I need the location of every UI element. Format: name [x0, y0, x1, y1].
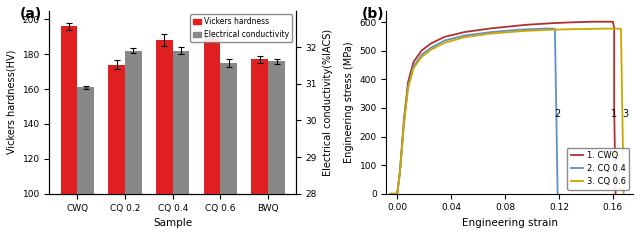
2. CQ 0.4: [427, 46, 435, 49]
Text: 3: 3: [622, 109, 628, 119]
1. CWQ: [611, 26, 618, 29]
Line: 1. CWQ: 1. CWQ: [390, 22, 616, 194]
1. CWQ: [609, 20, 617, 23]
X-axis label: Engineering strain: Engineering strain: [462, 218, 558, 228]
3. CQ 0.6: [418, 55, 426, 58]
3. CQ 0.6: [612, 27, 620, 30]
2. CQ 0.4: [548, 27, 556, 30]
2. CQ 0.4: [387, 192, 394, 195]
Text: 2: 2: [554, 109, 561, 119]
3. CQ 0.6: [522, 29, 529, 32]
3. CQ 0.6: [548, 28, 556, 31]
Text: 1: 1: [611, 109, 617, 119]
Line: 3. CQ 0.6: 3. CQ 0.6: [390, 29, 623, 194]
2. CQ 0.4: [541, 27, 549, 30]
3. CQ 0.6: [394, 192, 401, 195]
3. CQ 0.6: [589, 27, 596, 30]
2. CQ 0.4: [396, 171, 404, 174]
2. CQ 0.4: [488, 31, 495, 33]
3. CQ 0.6: [568, 28, 576, 31]
Bar: [125, 51, 142, 235]
1. CWQ: [589, 20, 596, 23]
2. CQ 0.4: [404, 85, 412, 88]
Text: (b): (b): [362, 7, 385, 21]
1. CWQ: [404, 81, 412, 83]
2. CQ 0.4: [552, 106, 560, 109]
2. CQ 0.4: [394, 192, 401, 195]
Y-axis label: Vickers hardness(HV): Vickers hardness(HV): [7, 50, 17, 154]
Legend: 1. CWQ, 2. CQ 0.4, 3. CQ 0.6: 1. CWQ, 2. CQ 0.4, 3. CQ 0.6: [568, 148, 629, 190]
Bar: [61, 26, 77, 235]
2. CQ 0.4: [400, 121, 408, 124]
Bar: [108, 65, 125, 235]
X-axis label: Sample: Sample: [153, 218, 193, 228]
1. CWQ: [410, 61, 417, 63]
2. CQ 0.4: [551, 27, 559, 30]
3. CQ 0.6: [410, 67, 417, 70]
3. CQ 0.6: [488, 32, 495, 35]
Text: (a): (a): [20, 7, 42, 21]
2. CQ 0.4: [554, 192, 561, 195]
Bar: [252, 59, 268, 235]
1. CWQ: [611, 106, 618, 109]
Bar: [173, 51, 189, 235]
Bar: [220, 63, 237, 235]
1. CWQ: [387, 192, 394, 195]
1. CWQ: [612, 192, 620, 195]
1. CWQ: [418, 49, 426, 52]
1. CWQ: [522, 24, 529, 26]
1. CWQ: [427, 42, 435, 45]
3. CQ 0.6: [602, 27, 610, 30]
1. CWQ: [394, 192, 401, 195]
Y-axis label: Electrical conductivity(%IACS): Electrical conductivity(%IACS): [323, 29, 333, 176]
Bar: [268, 61, 285, 235]
3. CQ 0.6: [387, 192, 394, 195]
2. CQ 0.4: [461, 34, 468, 37]
1. CWQ: [488, 27, 495, 30]
1. CWQ: [602, 20, 610, 23]
3. CQ 0.6: [461, 36, 468, 39]
1. CWQ: [396, 169, 404, 172]
2. CQ 0.4: [440, 39, 448, 42]
1. CWQ: [568, 21, 576, 24]
1. CWQ: [440, 35, 448, 38]
3. CQ 0.6: [440, 42, 448, 44]
Bar: [204, 37, 220, 235]
3. CQ 0.6: [427, 48, 435, 51]
3. CQ 0.6: [620, 192, 627, 195]
3. CQ 0.6: [400, 122, 408, 125]
Bar: [77, 87, 94, 235]
2. CQ 0.4: [515, 28, 522, 31]
1. CWQ: [548, 22, 556, 25]
3. CQ 0.6: [404, 87, 412, 90]
1. CWQ: [400, 118, 408, 121]
3. CQ 0.6: [618, 106, 626, 109]
Y-axis label: Engineering stress (MPa): Engineering stress (MPa): [344, 41, 354, 163]
2. CQ 0.4: [410, 65, 417, 68]
2. CQ 0.4: [535, 27, 543, 30]
1. CWQ: [461, 31, 468, 33]
Bar: [156, 40, 173, 235]
3. CQ 0.6: [617, 27, 625, 30]
3. CQ 0.6: [396, 172, 404, 174]
2. CQ 0.4: [418, 54, 426, 56]
Legend: Vickers hardness, Electrical conductivity: Vickers hardness, Electrical conductivit…: [190, 14, 292, 42]
Line: 2. CQ 0.4: 2. CQ 0.4: [390, 29, 557, 194]
